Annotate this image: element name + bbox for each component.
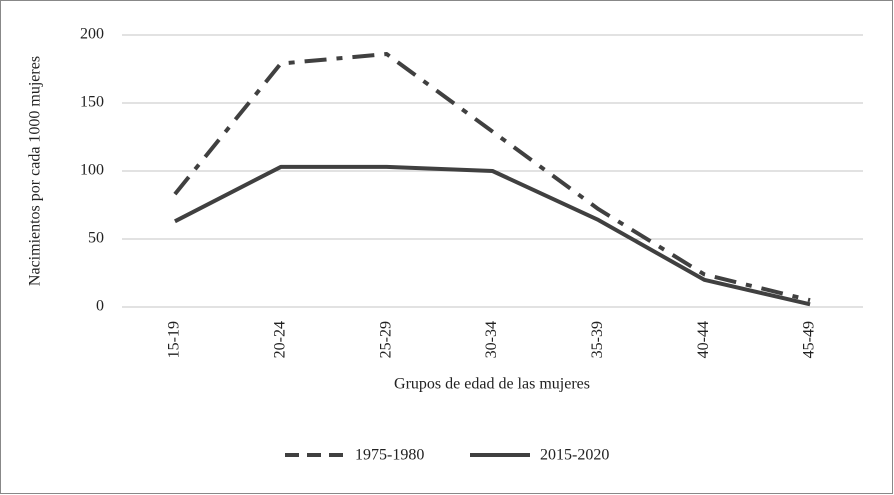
y-tick-label: 100: [80, 162, 104, 179]
x-tick-label: 40-44: [695, 321, 712, 358]
legend-label: 2015-2020: [540, 447, 609, 464]
line-series: [174, 164, 811, 307]
x-axis-label: Grupos de edad de las mujeres: [394, 376, 590, 393]
y-tick-label: 50: [88, 230, 104, 247]
y-tick-label: 0: [96, 298, 104, 315]
legend-label: 1975-1980: [355, 447, 424, 464]
x-tick-label: 35-39: [589, 321, 606, 358]
line-series: [173, 52, 811, 303]
x-tick-label: 15-19: [166, 321, 183, 358]
x-tick-label: 25-29: [377, 321, 394, 358]
x-tick-label: 45-49: [801, 321, 818, 358]
y-tick-label: 150: [80, 94, 104, 111]
y-axis-label: Nacimientos por cada 1000 mujeres: [27, 56, 44, 286]
x-tick-label: 20-24: [271, 321, 288, 358]
y-tick-label: 200: [80, 26, 104, 43]
x-tick-label: 30-34: [483, 321, 500, 358]
